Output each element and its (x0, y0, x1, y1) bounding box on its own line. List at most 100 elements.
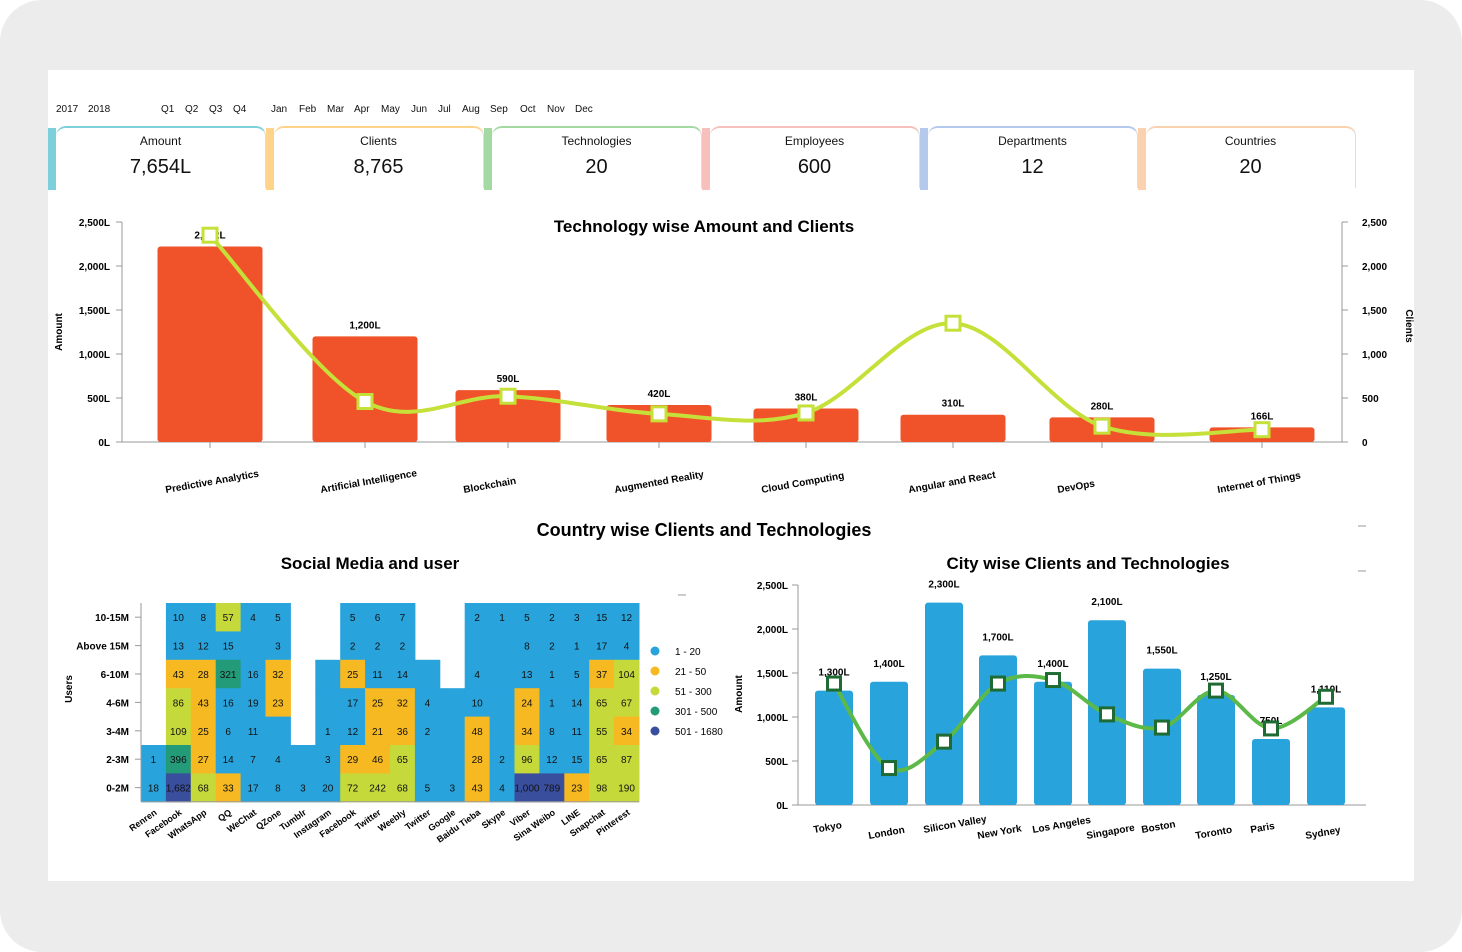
heat-cell[interactable] (365, 688, 391, 718)
heat-cell[interactable] (589, 603, 615, 632)
bar[interactable] (1197, 695, 1235, 805)
month-filter-sep[interactable]: Sep (490, 104, 508, 115)
heat-cell[interactable] (514, 631, 540, 661)
kpi-card-departments[interactable]: Departments 12 (920, 126, 1138, 190)
heat-cell[interactable] (240, 773, 266, 803)
heat-cell[interactable] (190, 631, 217, 661)
heat-cell[interactable] (265, 603, 291, 632)
heat-cell[interactable] (414, 688, 441, 718)
heat-cell[interactable] (489, 773, 515, 803)
heat-cell[interactable] (589, 631, 615, 661)
heat-cell[interactable] (340, 745, 366, 774)
year-filter-2017[interactable]: 2017 (56, 104, 79, 115)
heat-cell[interactable] (539, 631, 565, 661)
quarter-filter-q4[interactable]: Q4 (233, 104, 247, 115)
heat-cell[interactable] (215, 603, 242, 632)
heat-cell[interactable] (614, 631, 640, 661)
clients-marker[interactable] (1045, 672, 1061, 689)
heat-cell[interactable] (215, 688, 242, 718)
heat-cell[interactable] (614, 745, 640, 774)
heat-cell[interactable] (390, 603, 416, 632)
heat-cell[interactable] (514, 745, 540, 774)
clients-marker[interactable] (797, 404, 815, 422)
heat-cell[interactable] (464, 773, 491, 803)
bar[interactable] (1034, 681, 1072, 805)
heat-cell[interactable] (340, 603, 366, 632)
heat-cell[interactable] (141, 745, 167, 774)
bar[interactable] (157, 246, 263, 442)
clients-marker[interactable] (201, 226, 219, 244)
heat-cell[interactable] (589, 659, 615, 689)
heat-cell[interactable] (464, 745, 491, 774)
heat-cell[interactable] (265, 688, 291, 718)
heat-cell[interactable] (390, 631, 416, 661)
heat-cell[interactable] (265, 631, 291, 661)
clients-marker[interactable] (356, 393, 374, 411)
heat-cell[interactable] (265, 659, 291, 689)
heat-cell[interactable] (165, 716, 192, 746)
heat-cell[interactable] (614, 688, 640, 718)
heat-cell[interactable] (190, 603, 217, 632)
heat-cell[interactable] (240, 659, 266, 689)
heat-cell[interactable] (290, 773, 316, 803)
heat-cell[interactable] (390, 688, 416, 718)
heat-cell[interactable] (564, 603, 590, 632)
year-filter-2018[interactable]: 2018 (88, 104, 111, 115)
heat-cell[interactable] (365, 716, 391, 746)
heat-cell[interactable] (539, 716, 565, 746)
heat-cell[interactable] (589, 745, 615, 774)
bar[interactable] (1307, 707, 1345, 805)
month-filter-jul[interactable]: Jul (438, 104, 451, 115)
bar[interactable] (1252, 739, 1290, 805)
bar[interactable] (815, 690, 853, 805)
heat-cell[interactable] (539, 659, 565, 689)
heat-cell[interactable] (439, 773, 466, 803)
heat-cell[interactable] (265, 773, 291, 803)
clients-marker[interactable] (944, 314, 962, 332)
month-filter-aug[interactable]: Aug (462, 104, 480, 115)
heat-cell[interactable] (165, 659, 192, 689)
month-filter-dec[interactable]: Dec (575, 104, 593, 115)
heat-cell[interactable] (614, 659, 640, 689)
month-filter-apr[interactable]: Apr (354, 104, 370, 115)
heat-cell[interactable] (315, 745, 341, 774)
heat-cell[interactable] (564, 631, 590, 661)
heat-cell[interactable] (240, 745, 266, 774)
kpi-card-technologies[interactable]: Technologies 20 (484, 126, 702, 190)
heat-cell[interactable] (215, 659, 242, 689)
heat-cell[interactable] (614, 603, 640, 632)
heat-cell[interactable] (589, 773, 615, 803)
month-filter-nov[interactable]: Nov (547, 104, 565, 115)
kpi-card-employees[interactable]: Employees 600 (702, 126, 920, 190)
heat-cell[interactable] (564, 745, 590, 774)
heat-cell[interactable] (564, 773, 590, 803)
month-filter-mar[interactable]: Mar (327, 104, 345, 115)
heat-cell[interactable] (165, 745, 192, 774)
month-filter-jun[interactable]: Jun (411, 104, 428, 115)
heat-cell[interactable] (365, 773, 391, 803)
clients-marker[interactable] (936, 733, 952, 750)
heat-cell[interactable] (539, 745, 565, 774)
heat-cell[interactable] (190, 688, 217, 718)
heat-cell[interactable] (564, 659, 590, 689)
heat-cell[interactable] (589, 716, 615, 746)
heat-cell[interactable] (464, 659, 491, 689)
heat-cell[interactable] (589, 688, 615, 718)
heat-cell[interactable] (464, 716, 491, 746)
clients-marker[interactable] (650, 405, 668, 423)
heat-cell[interactable] (190, 659, 217, 689)
heat-cell[interactable] (165, 603, 192, 632)
heat-cell[interactable] (514, 659, 540, 689)
heat-cell[interactable] (539, 603, 565, 632)
clients-marker[interactable] (1093, 417, 1111, 435)
clients-marker[interactable] (499, 387, 517, 405)
heat-cell[interactable] (365, 631, 391, 661)
heat-cell[interactable] (414, 716, 441, 746)
clients-marker[interactable] (1253, 421, 1271, 439)
heat-cell[interactable] (614, 716, 640, 746)
heat-cell[interactable] (489, 745, 515, 774)
heat-cell[interactable] (365, 745, 391, 774)
quarter-filter-q2[interactable]: Q2 (185, 104, 199, 115)
heat-cell[interactable] (141, 773, 167, 803)
quarter-filter-q1[interactable]: Q1 (161, 104, 175, 115)
